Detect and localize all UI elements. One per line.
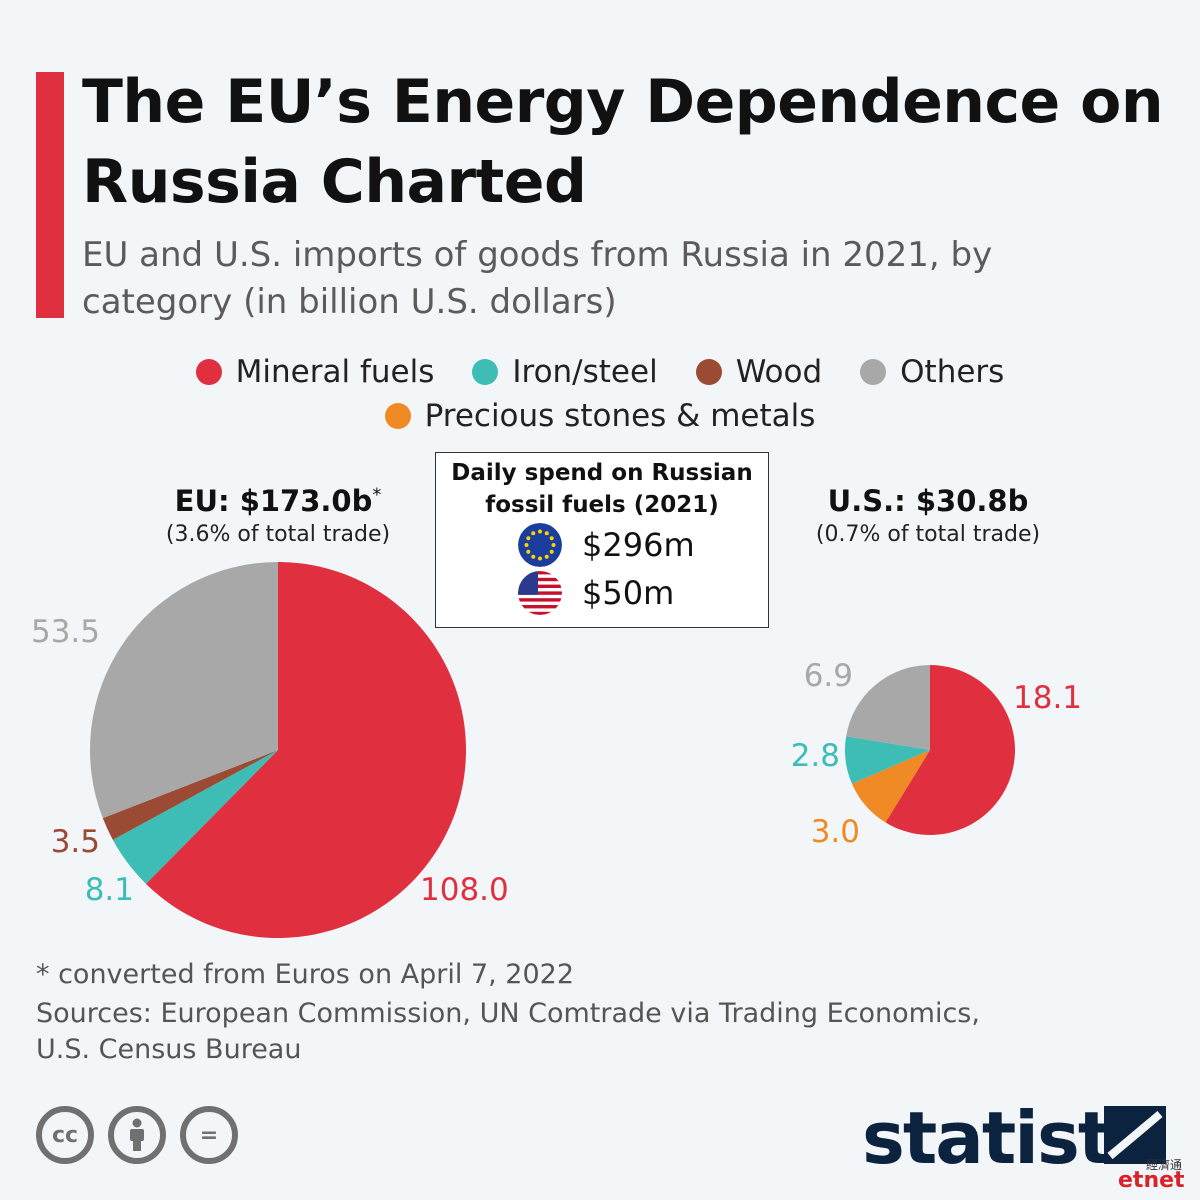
- us-label-mineral-fuels: 18.1: [1013, 680, 1082, 716]
- sources: Sources: European Commission, UN Comtrad…: [36, 998, 980, 1065]
- legend-dot: [695, 359, 722, 385]
- eu-label-iron-steel: 8.1: [85, 872, 134, 908]
- us-slice-iron-steel: [845, 736, 930, 784]
- us-slice-precious: [851, 750, 930, 823]
- no-derivatives-icon[interactable]: =: [180, 1106, 238, 1164]
- daily-spend-eu-row: $296m: [436, 521, 768, 569]
- daily-spend-eu-value: $296m: [582, 526, 695, 564]
- legend-item-precious: Precious stones & metals: [384, 398, 816, 434]
- us-slice-others: [846, 665, 930, 750]
- daily-spend-us-row: $50m: [436, 569, 768, 617]
- legend-dot: [384, 403, 411, 429]
- eu-flag-icon: [518, 523, 562, 567]
- legend-item-others: Others: [860, 354, 1004, 390]
- eu-slice-others: [89, 562, 279, 819]
- eu-label-wood: 3.5: [51, 824, 100, 860]
- page-subtitle: EU and U.S. imports of goods from Russia…: [82, 235, 993, 322]
- legend-label: Precious stones & metals: [424, 398, 816, 434]
- eu-chart-subtitle: (3.6% of total trade): [165, 522, 391, 547]
- attribution-icon[interactable]: [108, 1106, 166, 1164]
- legend-item-wood: Wood: [695, 354, 823, 390]
- cc-icon[interactable]: cc: [36, 1106, 94, 1164]
- us-label-others: 6.9: [804, 658, 853, 694]
- legend-item-iron-steel: Iron/steel: [472, 354, 658, 390]
- eu-slice-mineral-fuels: [145, 562, 467, 938]
- eu-slice-iron-steel: [112, 750, 278, 884]
- legend-row-1: Mineral fuels Iron/steel Wood Others: [0, 350, 1200, 394]
- legend-dot: [195, 359, 222, 385]
- us-chart-title: U.S.: $30.8b: [827, 484, 1029, 518]
- us-slice-mineral-fuels: [885, 665, 1015, 836]
- watermark-cn: 經濟通: [1146, 1158, 1183, 1172]
- eu-slice-wood: [102, 750, 278, 840]
- legend-label: Wood: [735, 354, 823, 390]
- us-chart-subtitle: (0.7% of total trade): [815, 522, 1041, 547]
- daily-spend-title: Daily spend on Russian fossil fuels (202…: [451, 460, 753, 518]
- daily-spend-us-value: $50m: [582, 574, 675, 612]
- us-label-precious: 3.0: [811, 814, 860, 850]
- eu-label-mineral-fuels: 108.0: [420, 872, 509, 908]
- legend-dot: [472, 359, 499, 385]
- footnote: * converted from Euros on April 7, 2022: [36, 959, 574, 990]
- eu-title-marker: *: [372, 484, 382, 506]
- us-label-iron-steel: 2.8: [791, 738, 840, 774]
- legend-dot: [860, 359, 887, 385]
- daily-spend-box: Daily spend on Russian fossil fuels (202…: [435, 452, 769, 628]
- statista-mark-icon: [1104, 1106, 1166, 1164]
- legend-label: Others: [900, 354, 1005, 390]
- eu-label-others: 53.5: [31, 614, 100, 650]
- page-title: The EU’s Energy Dependence on Russia Cha…: [82, 67, 1164, 217]
- us-flag-icon: [518, 571, 562, 615]
- legend-row-2: Precious stones & metals: [0, 394, 1200, 438]
- legend: Mineral fuels Iron/steel Wood Others Pre…: [0, 350, 1200, 438]
- legend-item-mineral-fuels: Mineral fuels: [195, 354, 435, 390]
- accent-bar: [36, 72, 64, 318]
- eu-chart-title: EU: $173.0b*: [128, 484, 428, 518]
- etnet-watermark: etnet: [1118, 1168, 1185, 1193]
- eu-chart-title-text: EU: $173.0b: [174, 484, 373, 518]
- legend-label: Iron/steel: [512, 354, 658, 390]
- legend-label: Mineral fuels: [235, 354, 435, 390]
- license-icons: cc =: [36, 1106, 252, 1164]
